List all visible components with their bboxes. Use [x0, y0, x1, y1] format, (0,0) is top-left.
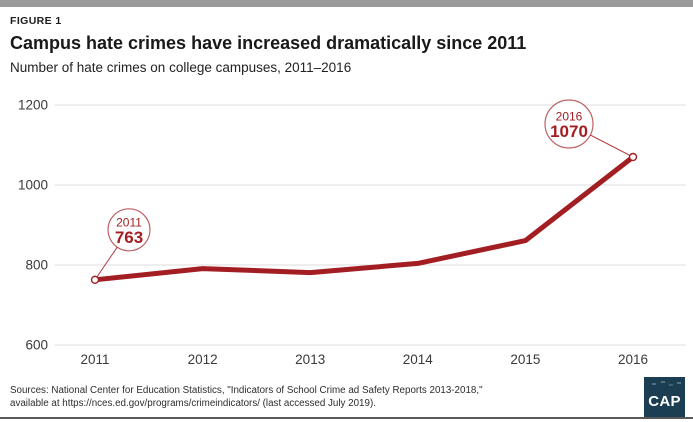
cap-logo-text: CAP — [648, 392, 681, 410]
end-point-marker — [90, 275, 100, 284]
x-tick-label: 2012 — [188, 352, 218, 367]
callout-value-label: 763 — [115, 228, 143, 247]
callout-connector — [94, 246, 118, 281]
source-line-1: Sources: National Center for Education S… — [10, 385, 483, 396]
x-tick-label: 2011 — [80, 352, 109, 367]
callout-connector — [590, 134, 634, 158]
callout-bubble — [107, 208, 151, 252]
y-tick-label: 800 — [25, 258, 48, 273]
y-tick-label: 1200 — [18, 98, 48, 113]
x-tick-label: 2013 — [295, 352, 325, 367]
data-line — [92, 154, 636, 283]
x-tick-label: 2015 — [510, 352, 540, 367]
end-point-marker — [628, 152, 638, 162]
source-line-2: available at https://nces.ed.gov/program… — [10, 398, 376, 409]
figure-subtitle: Number of hate crimes on college campuse… — [10, 60, 352, 75]
x-tick-label: 2016 — [618, 352, 648, 367]
bottom-rule — [0, 417, 693, 419]
y-tick-label: 1000 — [18, 178, 48, 193]
callout-value-label: 1070 — [550, 122, 588, 141]
figure-kicker: FIGURE 1 — [10, 15, 62, 27]
cap-logo: CAP — [644, 377, 685, 418]
page-title: Campus hate crimes have increased dramat… — [10, 33, 527, 53]
x-tick-label: 2014 — [403, 352, 434, 367]
y-tick-label: 600 — [25, 338, 48, 353]
sources-text: Sources: National Center for Education S… — [10, 384, 483, 410]
callout-year-label: 2011 — [116, 215, 142, 229]
callout-year-label: 2016 — [556, 110, 583, 124]
callout-bubble — [544, 99, 594, 149]
top-bar — [0, 0, 693, 7]
